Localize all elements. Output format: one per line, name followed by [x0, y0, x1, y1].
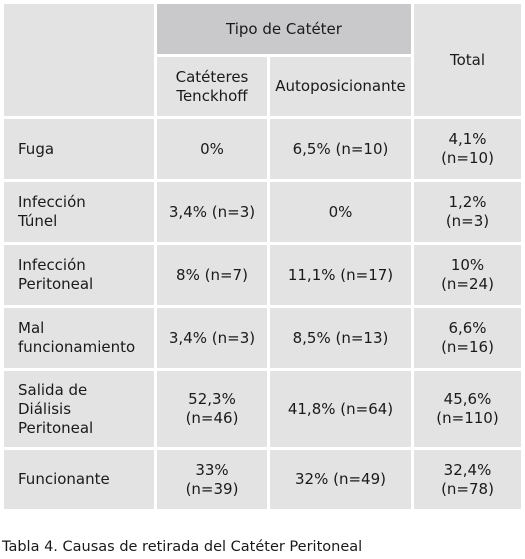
tenckhoff-value-line: 3,4% (n=3)	[168, 328, 256, 347]
total-value-cell: 45,6% (n=110)	[414, 371, 521, 447]
total-value-cell: 4,1% (n=10)	[414, 119, 521, 179]
header-group-label: Tipo de Catéter	[226, 19, 342, 38]
autoposicionante-value-line: 32% (n=49)	[295, 470, 386, 488]
autoposicionante-value-cell: 11,1% (n=17)	[270, 245, 411, 305]
total-value-line: 1,2%	[448, 193, 487, 211]
header-autoposicionante-label: Autoposicionante	[275, 77, 406, 95]
autoposicionante-value-cell: 8,5% (n=13)	[270, 308, 411, 368]
row-label-cell: Mal funcionamiento	[4, 308, 154, 368]
header-group-cell: Tipo de Catéter	[157, 4, 411, 54]
table-caption: Tabla 4. Causas de retirada del Catéter …	[2, 539, 363, 555]
tenckhoff-value-cell: 33% (n=39)	[157, 450, 267, 509]
tenckhoff-value-line: 0%	[200, 139, 224, 158]
row-label-line: Infección	[18, 193, 86, 211]
tenckhoff-value-line: (n=46)	[185, 409, 239, 427]
tenckhoff-value-line: 3,4% (n=3)	[168, 202, 256, 221]
autoposicionante-value-cell: 32% (n=49)	[270, 450, 411, 509]
autoposicionante-value-cell: 6,5% (n=10)	[270, 119, 411, 179]
row-label-cell: Infección Peritoneal	[4, 245, 154, 305]
tenckhoff-value-cell: 3,4% (n=3)	[157, 308, 267, 368]
row-label-line: Fuga	[18, 139, 55, 158]
row-label-line: Diálisis	[18, 399, 72, 418]
total-value-line: (n=110)	[436, 409, 499, 427]
total-value-cell: 32,4% (n=78)	[414, 450, 521, 509]
total-value-cell: 1,2% (n=3)	[414, 182, 521, 242]
total-value-line: (n=10)	[441, 149, 494, 167]
autoposicionante-value-line: 41,8% (n=64)	[287, 399, 394, 418]
row-label-line: Funcionante	[18, 470, 110, 488]
header-total-label: Total	[449, 50, 486, 69]
total-value-line: 4,1%	[448, 130, 487, 148]
autoposicionante-value-line: 6,5% (n=10)	[292, 139, 389, 158]
row-label-line: funcionamiento	[18, 338, 136, 356]
tenckhoff-value-line: 33%	[195, 460, 229, 479]
total-value-line: (n=78)	[441, 479, 494, 498]
autoposicionante-value-line: 8,5% (n=13)	[292, 328, 389, 347]
row-label-line: Infección	[18, 256, 86, 274]
row-label-cell: Fuga	[4, 119, 154, 179]
total-value-line: (n=3)	[445, 212, 490, 230]
data-table: Tipo de Catéter Total Catéteres Tenckhof…	[4, 4, 521, 509]
autoposicionante-value-cell: 41,8% (n=64)	[270, 371, 411, 447]
row-label-cell: Funcionante	[4, 450, 154, 509]
header-tenckhoff-line2: Tenckhoff	[176, 86, 248, 105]
autoposicionante-value-line: 11,1% (n=17)	[287, 265, 394, 284]
header-autoposicionante-cell: Autoposicionante	[270, 57, 411, 116]
total-value-line: 32,4%	[443, 460, 492, 479]
tenckhoff-value-cell: 8% (n=7)	[157, 245, 267, 305]
total-value-line: 45,6%	[443, 390, 492, 408]
header-tenckhoff-line1: Catéteres	[175, 67, 249, 86]
total-value-line: (n=16)	[441, 338, 494, 356]
total-value-line: (n=24)	[441, 275, 494, 293]
tenckhoff-value-cell: 52,3% (n=46)	[157, 371, 267, 447]
total-value-line: 6,6%	[448, 319, 487, 337]
header-total-cell: Total	[414, 4, 521, 116]
header-tenckhoff-cell: Catéteres Tenckhoff	[157, 57, 267, 116]
row-label-line: Túnel	[18, 212, 58, 230]
header-corner-cell	[4, 4, 154, 116]
row-label-line: Peritoneal	[18, 418, 94, 437]
row-label-line: Mal	[18, 319, 45, 337]
row-label-cell: Salida de Diálisis Peritoneal	[4, 371, 154, 447]
tenckhoff-value-line: 8% (n=7)	[176, 265, 248, 284]
autoposicionante-value-line: 0%	[328, 202, 353, 221]
tenckhoff-value-cell: 0%	[157, 119, 267, 179]
row-label-cell: Infección Túnel	[4, 182, 154, 242]
total-value-cell: 10% (n=24)	[414, 245, 521, 305]
tenckhoff-value-cell: 3,4% (n=3)	[157, 182, 267, 242]
tenckhoff-value-line: (n=39)	[185, 479, 239, 498]
total-value-line: 10%	[450, 256, 485, 274]
autoposicionante-value-cell: 0%	[270, 182, 411, 242]
tenckhoff-value-line: 52,3%	[188, 390, 236, 408]
row-label-line: Peritoneal	[18, 275, 94, 293]
row-label-line: Salida de	[18, 380, 88, 399]
total-value-cell: 6,6% (n=16)	[414, 308, 521, 368]
